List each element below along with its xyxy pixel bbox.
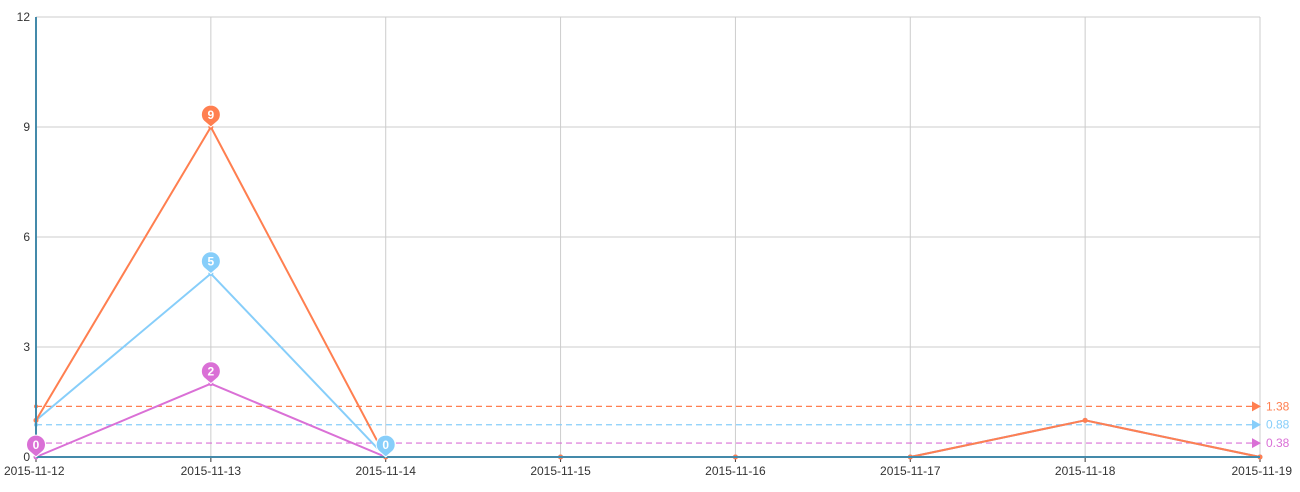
- grid: [35, 16, 1261, 458]
- data-point: [1082, 417, 1088, 423]
- value-pins: 9 0 5 0 2: [26, 104, 396, 458]
- y-tick-label: 9: [23, 120, 30, 134]
- x-tick-label: 2015-11-19: [1232, 464, 1293, 478]
- series-line: [35, 382, 1261, 458]
- series-line: [35, 126, 1261, 458]
- max-pin: [200, 251, 221, 275]
- min-pin-label: 0: [33, 438, 40, 452]
- min-pin: [375, 434, 396, 458]
- x-axis-ticks: 2015-11-12 2015-11-13 2015-11-14 2015-11-15…: [4, 457, 1292, 478]
- max-pin-label: 2: [208, 365, 215, 379]
- x-tick-label: 2015-11-17: [880, 464, 941, 478]
- x-tick-label: 2015-11-14: [355, 464, 416, 478]
- average-arrow: [1252, 419, 1261, 430]
- y-tick-label: 6: [23, 230, 30, 244]
- max-pin-label: 9: [208, 108, 215, 122]
- average-label: 0.88: [1266, 418, 1290, 432]
- average-arrow: [1252, 438, 1261, 449]
- min-pin: [26, 434, 46, 458]
- axes: [35, 17, 1260, 458]
- y-axis-ticks: 0 3 6 9 12: [17, 10, 31, 464]
- y-tick-label: 12: [17, 10, 31, 24]
- average-label: 1.38: [1266, 399, 1290, 413]
- x-tick-label: 2015-11-12: [4, 464, 65, 478]
- y-tick-label: 3: [23, 340, 30, 354]
- x-tick-label: 2015-11-13: [181, 464, 242, 478]
- x-tick-label: 2015-11-18: [1055, 464, 1116, 478]
- x-tick-label: 2015-11-16: [705, 464, 766, 478]
- max-pin-label: 5: [208, 255, 215, 269]
- average-label: 0.38: [1266, 436, 1290, 450]
- max-pin: [200, 361, 221, 385]
- max-pin: [200, 104, 221, 128]
- x-tick-label: 2015-11-15: [530, 464, 591, 478]
- series-lines: [33, 124, 1263, 460]
- series-line: [35, 272, 1261, 458]
- y-tick-label: 0: [23, 450, 30, 464]
- average-arrow: [1252, 401, 1261, 412]
- min-pin-label: 0: [382, 438, 389, 452]
